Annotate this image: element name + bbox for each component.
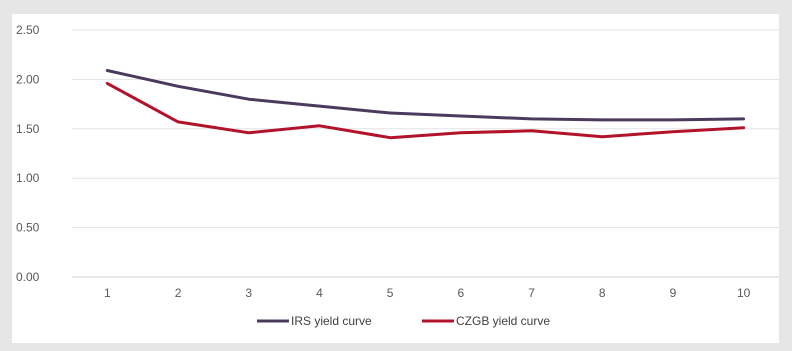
data-point (530, 129, 533, 132)
data-point (459, 114, 462, 117)
x-tick-label: 7 (528, 286, 535, 300)
data-point (106, 69, 109, 72)
chart-card: 0.00 0.50 1.00 1.50 2.00 2.50 1 2 3 4 5 6 7 8 9 10 IRS… (12, 14, 779, 343)
data-point (671, 130, 674, 133)
x-tick-label: 8 (599, 286, 606, 300)
legend-label: IRS yield curve (291, 314, 372, 328)
y-tick-label: 0.00 (16, 270, 40, 284)
data-point (601, 135, 604, 138)
x-tick-label: 1 (104, 286, 111, 300)
data-point (389, 136, 392, 139)
y-tick-label: 0.50 (16, 221, 40, 235)
data-point (318, 105, 321, 108)
data-point (247, 131, 250, 134)
grid-layer (72, 29, 779, 278)
series-layer (105, 69, 746, 140)
data-point (389, 111, 392, 114)
x-tick-label: 3 (245, 286, 252, 300)
data-point (106, 82, 109, 85)
data-point (459, 131, 462, 134)
x-tick-label: 4 (316, 286, 323, 300)
data-point (530, 117, 533, 120)
x-axis-ticks: 1 2 3 4 5 6 7 8 9 10 (104, 286, 751, 300)
x-tick-label: 2 (175, 286, 182, 300)
data-point (671, 118, 674, 121)
x-tick-label: 10 (737, 286, 751, 300)
yield-curve-chart: 0.00 0.50 1.00 1.50 2.00 2.50 1 2 3 4 5 6 7 8 9 10 IRS… (16, 23, 779, 328)
y-tick-label: 2.50 (16, 23, 40, 37)
legend: IRS yield curve CZGB yield curve (257, 314, 550, 328)
y-tick-label: 2.00 (16, 72, 40, 86)
y-tick-label: 1.00 (16, 171, 40, 185)
y-tick-label: 1.50 (16, 122, 40, 136)
x-tick-label: 5 (387, 286, 394, 300)
data-point (742, 117, 745, 120)
x-tick-label: 6 (458, 286, 465, 300)
data-point (318, 124, 321, 127)
data-point (742, 126, 745, 129)
data-point (177, 85, 180, 88)
y-axis-ticks: 0.00 0.50 1.00 1.50 2.00 2.50 (16, 23, 40, 284)
x-tick-label: 9 (670, 286, 677, 300)
series-line-czgb (105, 81, 746, 140)
data-point (177, 120, 180, 123)
data-point (601, 118, 604, 121)
legend-label: CZGB yield curve (456, 314, 550, 328)
series-line-irs (105, 69, 746, 122)
data-point (247, 98, 250, 101)
